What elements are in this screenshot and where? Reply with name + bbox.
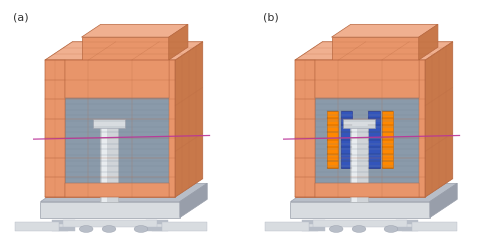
Bar xyxy=(146,227,169,231)
Bar xyxy=(64,98,168,183)
Polygon shape xyxy=(430,183,457,217)
Bar xyxy=(314,60,418,98)
Bar xyxy=(368,111,380,168)
Bar xyxy=(152,222,162,231)
Bar xyxy=(102,122,106,202)
Bar xyxy=(52,220,74,225)
Ellipse shape xyxy=(134,226,148,232)
Bar xyxy=(64,220,157,227)
Bar xyxy=(45,60,176,197)
Bar xyxy=(52,227,74,231)
Bar xyxy=(100,122,118,202)
Bar xyxy=(45,60,64,197)
Polygon shape xyxy=(176,42,203,197)
Bar xyxy=(340,111,352,168)
Bar xyxy=(352,122,356,202)
Polygon shape xyxy=(40,183,207,202)
Bar xyxy=(93,119,125,129)
Bar xyxy=(314,98,418,183)
Polygon shape xyxy=(295,42,452,60)
Bar xyxy=(418,60,426,197)
Bar xyxy=(314,220,407,227)
Bar xyxy=(295,60,426,197)
Bar xyxy=(168,60,175,197)
Bar xyxy=(332,37,418,60)
Bar xyxy=(309,222,318,231)
Bar xyxy=(350,122,368,202)
Bar xyxy=(162,222,207,231)
Polygon shape xyxy=(332,24,438,37)
Bar xyxy=(396,227,418,231)
Bar xyxy=(402,222,411,231)
Ellipse shape xyxy=(352,226,366,232)
Bar xyxy=(290,202,430,217)
Bar xyxy=(146,220,169,225)
Ellipse shape xyxy=(102,226,116,232)
Polygon shape xyxy=(418,24,438,60)
Bar xyxy=(64,183,168,197)
Polygon shape xyxy=(426,42,452,197)
Bar xyxy=(100,122,118,202)
Bar xyxy=(396,220,418,225)
Bar xyxy=(40,202,180,217)
Bar xyxy=(266,222,309,231)
Bar xyxy=(295,60,314,197)
Bar xyxy=(82,37,168,60)
Bar xyxy=(382,111,394,168)
Text: (a): (a) xyxy=(13,12,28,22)
Polygon shape xyxy=(180,183,207,217)
Bar xyxy=(16,222,59,231)
Bar xyxy=(64,60,168,98)
Bar xyxy=(343,119,375,129)
Polygon shape xyxy=(168,24,188,60)
Ellipse shape xyxy=(384,226,398,232)
Ellipse shape xyxy=(80,226,93,232)
Bar xyxy=(59,222,68,231)
Polygon shape xyxy=(45,42,203,60)
Bar xyxy=(302,227,324,231)
Bar xyxy=(352,122,356,202)
Bar xyxy=(302,220,324,225)
Polygon shape xyxy=(290,183,457,202)
Text: (b): (b) xyxy=(263,12,279,22)
Bar xyxy=(102,122,106,202)
Bar xyxy=(314,183,418,197)
Ellipse shape xyxy=(330,226,343,232)
Bar xyxy=(350,122,368,202)
Polygon shape xyxy=(82,24,188,37)
Bar xyxy=(327,111,338,168)
Bar xyxy=(412,222,457,231)
